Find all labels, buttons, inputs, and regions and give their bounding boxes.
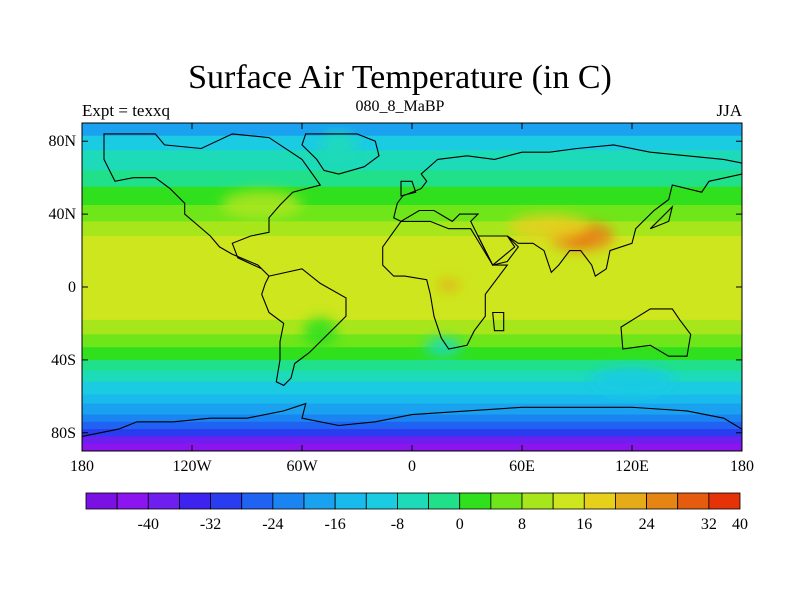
colorbar-box-15	[552, 492, 585, 510]
colorbar-box-12	[459, 492, 492, 510]
lon-tick-label-1: 120W	[172, 458, 212, 475]
temperature-band-12	[82, 370, 742, 383]
temperature-band-6	[82, 221, 742, 237]
temperature-band-4	[82, 186, 742, 206]
temperature-band-17	[82, 421, 742, 430]
colorbar-label-3: -16	[324, 516, 345, 533]
coastlines	[82, 133, 742, 451]
colorbar-label-6: 8	[518, 516, 526, 533]
temperature-band-16	[82, 414, 742, 423]
colorbar-box-8	[334, 492, 367, 510]
experiment-label: Expt = texxq	[82, 101, 170, 120]
temperature-band-13	[82, 381, 742, 396]
temperature-band-8	[82, 319, 742, 335]
lon-tick-label-4: 60E	[509, 458, 535, 475]
colorbar-label-1: -32	[200, 516, 221, 533]
asia-interior	[509, 214, 590, 240]
coastline-australia	[620, 308, 692, 357]
colorbar-label-5: 0	[456, 516, 464, 533]
plot-title: Surface Air Temperature (in C)	[188, 59, 612, 96]
colorbar-box-6	[272, 492, 305, 510]
colorbar-box-9	[365, 492, 398, 510]
africa-hot	[437, 279, 460, 291]
s-america-cool	[303, 317, 337, 348]
colorbar-box-11	[428, 492, 461, 510]
colorbar-label-9: 32	[701, 516, 717, 533]
colorbar-box-13	[490, 492, 523, 510]
temperature-band-9	[82, 334, 742, 348]
colorbar-box-14	[521, 492, 554, 510]
colorbar-box-20	[708, 492, 741, 510]
colorbar-box-4	[210, 492, 243, 510]
colorbar-box-19	[677, 492, 710, 510]
lon-tick-label-5: 120E	[615, 458, 649, 475]
temperature-band-0	[82, 123, 742, 137]
temperature-band-2	[82, 150, 742, 171]
colorbar-label-4: -8	[391, 516, 404, 533]
lat-tick-label-4: 80S	[51, 425, 76, 442]
temperature-band-3	[82, 170, 742, 188]
temperature-band-18	[82, 429, 742, 437]
colorbar-box-17	[615, 492, 647, 510]
coastline-uk	[400, 180, 417, 197]
temperature-band-7	[82, 235, 742, 321]
coastline-africa	[382, 220, 509, 350]
colorbar-label-2: -24	[262, 516, 283, 533]
coastline-madagascar	[492, 311, 505, 332]
coastline-south-america	[261, 268, 347, 387]
temperature-band-14	[82, 394, 742, 405]
temperature-band-5	[82, 205, 742, 222]
colorbar-box-7	[303, 492, 336, 510]
colorbar: -40 -32 -24 -16 -8 0 8 16 24 32 40	[85, 492, 748, 533]
temperature-band-15	[82, 403, 742, 416]
lon-tick-label-6: 180	[730, 458, 754, 475]
temperature-band-19	[82, 436, 742, 445]
greenland-cold	[320, 132, 357, 158]
colorbar-label-8: 24	[639, 516, 655, 533]
experiment-id-label: 080_8_MaBP	[355, 98, 445, 115]
colorbar-box-2	[147, 492, 180, 510]
lat-tick-label-2: 0	[68, 279, 76, 296]
coastline-japan	[649, 205, 674, 230]
colorbar-box-3	[179, 492, 211, 510]
regional-anomalies	[221, 132, 675, 397]
colorbar-box-5	[241, 492, 274, 510]
temperature-band-11	[82, 359, 742, 372]
latitude-axis: 80N 40N 0 40S 80S	[48, 133, 742, 442]
coastline-arabia	[477, 235, 520, 266]
temperature-band-1	[82, 135, 742, 151]
lat-tick-label-0: 80N	[48, 133, 76, 150]
temperature-band-10	[82, 347, 742, 361]
lon-tick-label-3: 0	[408, 458, 416, 475]
lon-tick-label-0: 180	[70, 458, 94, 475]
colorbar-box-0	[85, 492, 118, 510]
colorbar-box-18	[646, 492, 679, 510]
n-america-warm	[221, 190, 302, 220]
colorbar-label-0: -40	[138, 516, 159, 533]
longitude-axis: 180 120W 60W 0 60E 120E 180	[70, 123, 754, 475]
coastline-greenland	[301, 133, 380, 175]
colorbar-label-10: 40	[732, 516, 748, 533]
colorbar-box-1	[116, 492, 149, 510]
lat-tick-label-3: 40S	[51, 352, 76, 369]
coastline-antarctica	[82, 402, 742, 451]
temperature-bands	[82, 123, 742, 451]
australia-cool	[589, 367, 675, 397]
colorbar-box-10	[397, 492, 429, 510]
africa-south-cool	[424, 338, 462, 357]
colorbar-box-16	[583, 492, 616, 510]
colorbar-label-7: 16	[576, 516, 592, 533]
lat-tick-label-1: 40N	[48, 206, 76, 223]
coastline-north-america	[103, 133, 322, 277]
lon-tick-label-2: 60W	[286, 458, 318, 475]
season-label: JJA	[716, 101, 742, 120]
map-area	[82, 123, 742, 451]
